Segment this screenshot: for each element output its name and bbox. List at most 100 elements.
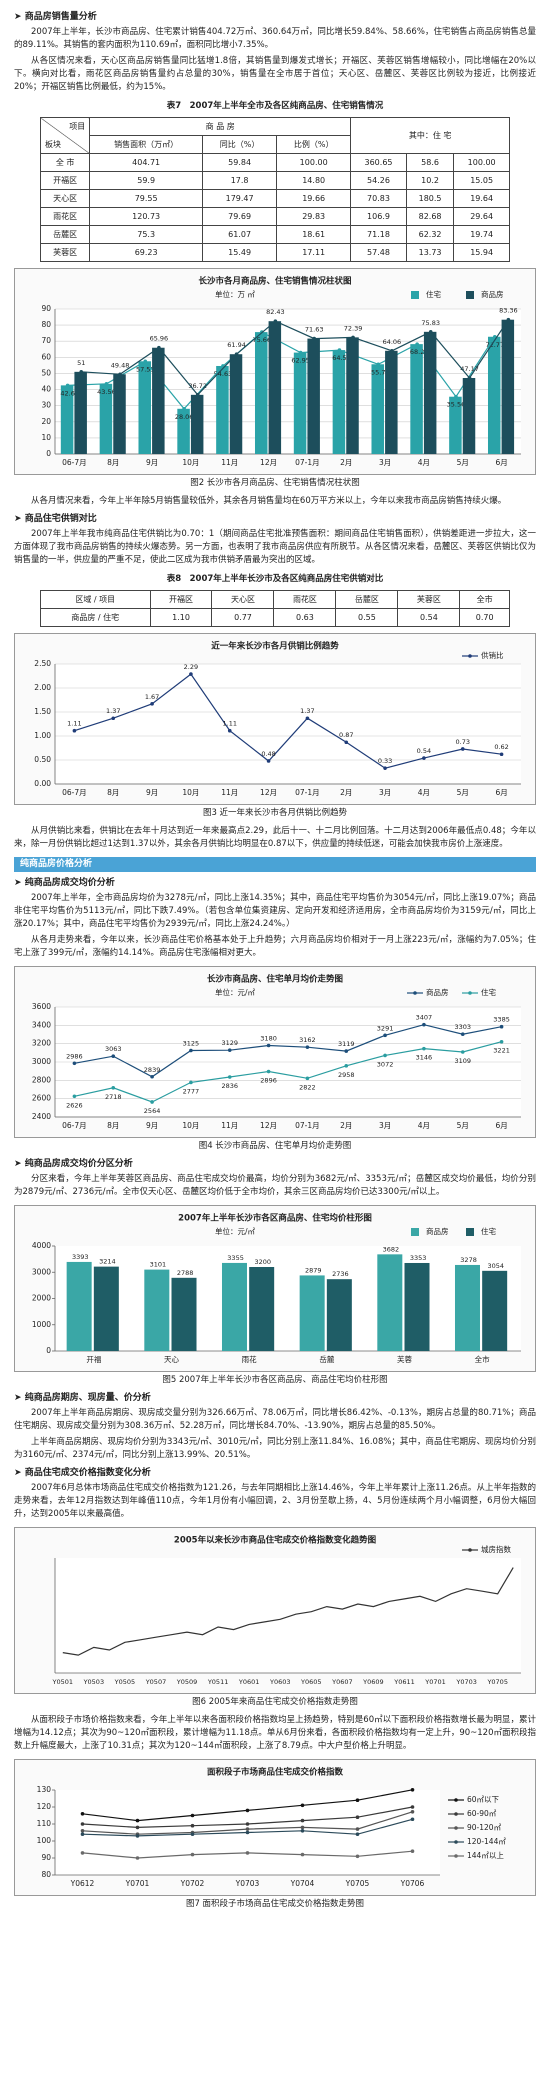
x-tick-label: 天心 bbox=[164, 1355, 179, 1364]
bar bbox=[216, 365, 229, 454]
chart-frame: 面积段子市场商品住宅成交价格指数 80 90 100 110 120 130 Y0612 Y07… bbox=[14, 1759, 536, 1896]
data-label: 3385 bbox=[493, 1016, 510, 1024]
table-cell: 雨花区 bbox=[39, 207, 91, 226]
x-tick-label: Y0703 bbox=[455, 1678, 477, 1686]
y-tick-label: 4000 bbox=[32, 1241, 51, 1250]
bar bbox=[385, 350, 398, 454]
legend-label: 住宅 bbox=[426, 289, 441, 299]
marker bbox=[344, 740, 349, 745]
data-label: 62.95 bbox=[291, 357, 310, 365]
marker bbox=[506, 317, 511, 322]
bar bbox=[113, 374, 126, 454]
marker bbox=[312, 336, 317, 341]
marker bbox=[383, 1053, 387, 1058]
series-line bbox=[74, 1024, 502, 1078]
data-label: 2839 bbox=[144, 1066, 161, 1074]
data-label: 51 bbox=[77, 359, 85, 367]
bar bbox=[152, 347, 165, 454]
table-cell: 0.77 bbox=[211, 608, 275, 627]
x-tick-label: Y0601 bbox=[238, 1678, 260, 1686]
data-label: 2736 bbox=[332, 1270, 349, 1278]
marker bbox=[111, 1054, 116, 1059]
table-cell: 10.2 bbox=[405, 171, 455, 190]
marker bbox=[135, 1834, 140, 1838]
marker bbox=[273, 319, 278, 323]
table-header: 天心区 bbox=[211, 590, 275, 609]
bar bbox=[221, 1262, 247, 1351]
y-tick-label: 110 bbox=[37, 1819, 52, 1828]
y-tick-label: 80 bbox=[41, 320, 51, 329]
x-tick-label: Y0505 bbox=[114, 1678, 136, 1686]
marker bbox=[305, 1076, 310, 1081]
marker bbox=[390, 348, 394, 353]
data-label: 3180 bbox=[260, 1035, 277, 1043]
data-label: 1.37 bbox=[300, 707, 314, 715]
corner-label: 项目 bbox=[69, 122, 86, 131]
x-tick-label: 岳麓 bbox=[319, 1354, 334, 1364]
marker bbox=[266, 759, 271, 763]
data-label: 3303 bbox=[454, 1023, 471, 1031]
x-tick-label: 3月 bbox=[379, 788, 391, 797]
table-cell: 0.63 bbox=[273, 608, 337, 627]
bar bbox=[60, 385, 74, 454]
table-header: 其中：住 宅 bbox=[350, 117, 510, 154]
table-cell: 106.9 bbox=[350, 207, 407, 226]
data-label: 3125 bbox=[183, 1040, 200, 1048]
y-tick-label: 60 bbox=[41, 352, 51, 361]
x-tick-label: 3月 bbox=[379, 1121, 391, 1130]
marker bbox=[80, 1829, 85, 1833]
legend-label: 城房指数 bbox=[481, 1544, 511, 1554]
bar bbox=[293, 352, 307, 454]
marker bbox=[467, 376, 472, 380]
marker bbox=[410, 1787, 415, 1792]
table-row: 开福区 59.9 17.8 14.80 54.26 10.2 15.05 bbox=[39, 171, 510, 190]
marker bbox=[300, 1825, 305, 1830]
data-label: 2626 bbox=[66, 1101, 83, 1109]
x-tick-label: 4月 bbox=[418, 788, 430, 797]
y-tick-label: 90 bbox=[41, 1853, 51, 1862]
legend-label: 120-144㎡ bbox=[467, 1837, 506, 1846]
chart-subtitle: 单位：元/㎡ bbox=[215, 1226, 256, 1236]
x-tick-label: 5月 bbox=[457, 1121, 469, 1130]
data-label: 72.77 bbox=[485, 341, 504, 349]
x-tick-label: Y0605 bbox=[300, 1678, 322, 1686]
table-row: 雨花区 120.73 79.69 29.83 106.9 82.68 29.64 bbox=[39, 207, 510, 226]
legend-marker bbox=[454, 1854, 458, 1858]
caption: 图7 面积段子市场商品住宅成交价格指数走势图 bbox=[185, 1899, 365, 1909]
x-tick-label: 07-1月 bbox=[295, 458, 320, 467]
table: 区域 / 项目 开福区 天心区 雨花区 岳麓区 芙蓉区 全市 商品房 / 住宅 1.10 0.77… bbox=[40, 590, 510, 627]
table-cell: 100.00 bbox=[453, 153, 510, 172]
marker bbox=[383, 1033, 387, 1038]
table-cell: 14.80 bbox=[276, 171, 352, 190]
x-tick-label: Y0607 bbox=[331, 1678, 353, 1686]
chart-subtitle: 单位：元/㎡ bbox=[215, 987, 256, 997]
x-tick-label: Y0705 bbox=[345, 1879, 370, 1888]
table-cell: 62.32 bbox=[405, 225, 455, 244]
marker bbox=[355, 1832, 360, 1836]
x-tick-label: 8月 bbox=[107, 788, 119, 797]
paragraph: 2007年上半年商品房期房、现房成交量分别为326.66万㎡、78.06万㎡，同… bbox=[14, 1408, 536, 1431]
data-label: 36.72 bbox=[188, 382, 207, 390]
bar bbox=[99, 383, 113, 454]
table-cell: 15.05 bbox=[453, 171, 510, 190]
data-label: 2.29 bbox=[184, 663, 198, 671]
data-label: 3353 bbox=[410, 1254, 427, 1262]
x-tick-label: Y0701 bbox=[424, 1678, 446, 1686]
x-tick-label: 6月 bbox=[495, 788, 507, 797]
data-label: 75.83 bbox=[421, 319, 440, 327]
bar bbox=[93, 1266, 119, 1351]
marker bbox=[190, 1832, 195, 1836]
table-header: 岳麓区 bbox=[335, 590, 399, 609]
table-cell: 芙蓉区 bbox=[39, 243, 91, 262]
table-header: 开福区 bbox=[149, 590, 213, 609]
x-tick-label: 10月 bbox=[182, 458, 199, 467]
data-label: 49.48 bbox=[111, 361, 130, 369]
table-cell: 360.65 bbox=[350, 153, 407, 172]
marker bbox=[111, 1086, 116, 1090]
x-tick-label: 全市 bbox=[475, 1354, 490, 1364]
data-label: 1.11 bbox=[67, 720, 81, 728]
bar bbox=[268, 321, 282, 454]
data-label: 64.06 bbox=[383, 338, 402, 346]
chart-frame: 近一年来长沙市各月供销比例趋势 0.00 0.50 1.00 1.50 2.00 2.50 0… bbox=[14, 633, 536, 805]
x-tick-label: 2月 bbox=[340, 458, 352, 467]
